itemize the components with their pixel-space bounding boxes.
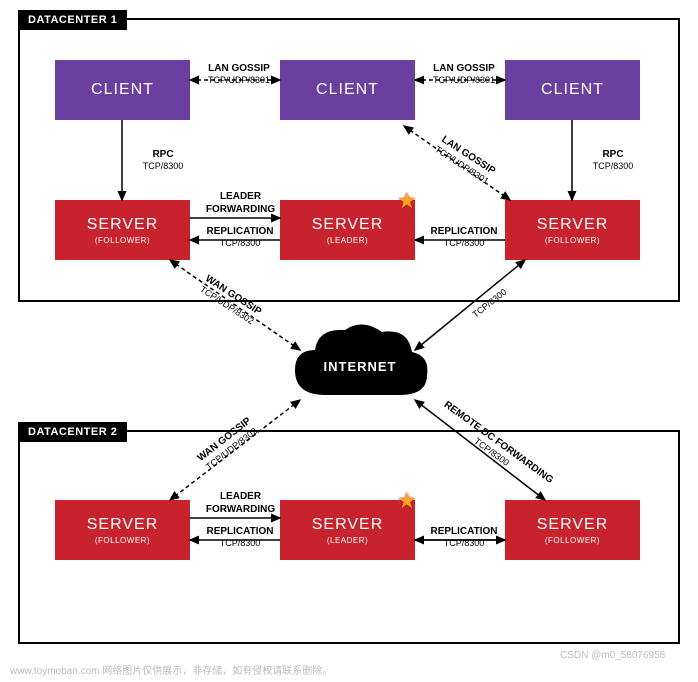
node-title: CLIENT (91, 81, 154, 99)
connection-label: LEADERFORWARDING (198, 490, 283, 516)
node-subtitle: (LEADER) (327, 236, 368, 245)
connection-label: REPLICATIONTCP/8300 (424, 225, 504, 250)
node-title: SERVER (312, 516, 384, 534)
label-sub: TCP/8300 (424, 538, 504, 550)
node-title: CLIENT (316, 81, 379, 99)
label-sub: TCP/8300 (200, 538, 280, 550)
node-title: SERVER (537, 216, 609, 234)
server-node: SERVER (FOLLOWER) (505, 200, 640, 260)
node-subtitle: (FOLLOWER) (95, 536, 150, 545)
label-sub: TCP/8300 (128, 161, 198, 173)
node-subtitle: (FOLLOWER) (95, 236, 150, 245)
node-title: SERVER (87, 516, 159, 534)
internet-label: INTERNET (290, 359, 430, 374)
connection-label: REPLICATIONTCP/8300 (424, 525, 504, 550)
connection-label: REPLICATIONTCP/8300 (200, 525, 280, 550)
label-sub: TCP/UDP/8301 (424, 75, 504, 87)
datacenter-label: DATACENTER 1 (18, 10, 127, 30)
label-title: RPC (578, 148, 648, 161)
label-title: FORWARDING (198, 503, 283, 516)
label-title: REPLICATION (424, 525, 504, 538)
node-title: SERVER (312, 216, 384, 234)
watermark-text: CSDN @m0_58076958 (560, 650, 665, 661)
label-sub: TCP/8300 (578, 161, 648, 173)
node-subtitle: (FOLLOWER) (545, 236, 600, 245)
leader-star-icon: ★ (397, 488, 417, 514)
connection-label: RPCTCP/8300 (128, 148, 198, 173)
label-title: LAN GOSSIP (424, 62, 504, 75)
server-node: SERVER (LEADER) (280, 200, 415, 260)
connection-label: LAN GOSSIPTCP/UDP/8301 (199, 62, 279, 87)
connection-label: LEADERFORWARDING (198, 190, 283, 216)
label-title: LEADER (198, 190, 283, 203)
server-node: SERVER (LEADER) (280, 500, 415, 560)
node-title: SERVER (537, 516, 609, 534)
label-title: REPLICATION (424, 225, 504, 238)
connection-label: RPCTCP/8300 (578, 148, 648, 173)
node-subtitle: (FOLLOWER) (545, 536, 600, 545)
watermark-text: www.toymoban.com 网络图片仅供展示，非存储，如有侵权请联系删除。 (10, 662, 332, 677)
label-title: RPC (128, 148, 198, 161)
label-title: REPLICATION (200, 525, 280, 538)
label-title: LAN GOSSIP (199, 62, 279, 75)
client-node: CLIENT (505, 60, 640, 120)
node-title: CLIENT (541, 81, 604, 99)
client-node: CLIENT (55, 60, 190, 120)
connection-label: LAN GOSSIPTCP/UDP/8301 (424, 62, 504, 87)
label-title: REPLICATION (200, 225, 280, 238)
label-sub: TCP/UDP/8301 (199, 75, 279, 87)
label-title: FORWARDING (198, 203, 283, 216)
label-sub: TCP/8300 (200, 238, 280, 250)
node-title: SERVER (87, 216, 159, 234)
label-sub: TCP/8300 (424, 238, 504, 250)
label-title: LEADER (198, 490, 283, 503)
node-subtitle: (LEADER) (327, 536, 368, 545)
server-node: SERVER (FOLLOWER) (505, 500, 640, 560)
server-node: SERVER (FOLLOWER) (55, 500, 190, 560)
connection-label: REPLICATIONTCP/8300 (200, 225, 280, 250)
client-node: CLIENT (280, 60, 415, 120)
server-node: SERVER (FOLLOWER) (55, 200, 190, 260)
datacenter-label: DATACENTER 2 (18, 422, 127, 442)
leader-star-icon: ★ (397, 188, 417, 214)
